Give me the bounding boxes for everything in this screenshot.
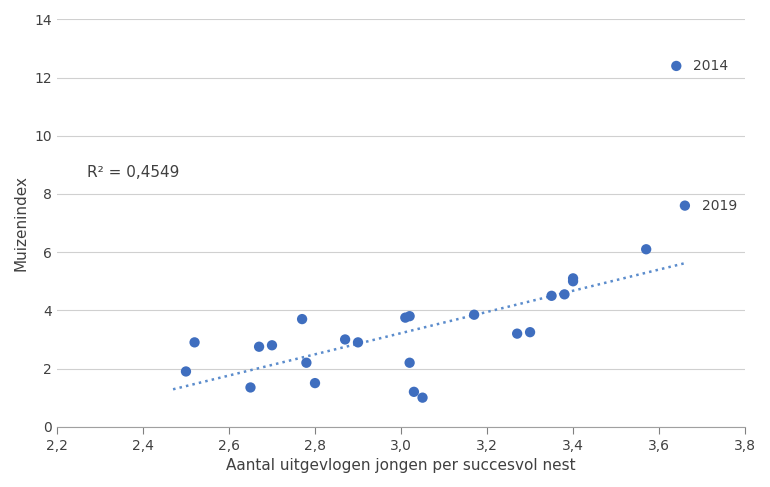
Point [296, 315, 308, 323]
Point [567, 275, 579, 282]
Point [640, 245, 652, 253]
Point [189, 338, 201, 346]
Point [558, 290, 571, 298]
Text: 2014: 2014 [694, 59, 728, 73]
Point [468, 311, 480, 318]
Point [339, 336, 351, 343]
Point [567, 278, 579, 285]
Point [180, 368, 192, 375]
Point [403, 312, 416, 320]
Point [417, 394, 429, 402]
Y-axis label: Muizenindex: Muizenindex [14, 175, 29, 271]
Point [309, 379, 321, 387]
Point [511, 330, 524, 337]
Point [403, 359, 416, 367]
Point [545, 292, 557, 300]
Point [244, 384, 256, 392]
Point [253, 343, 265, 351]
Point [670, 62, 682, 70]
Point [408, 388, 420, 396]
Point [266, 341, 278, 349]
Point [399, 314, 411, 321]
Point [352, 338, 364, 346]
Text: 2019: 2019 [702, 199, 738, 213]
Point [524, 328, 536, 336]
Point [678, 202, 691, 209]
Text: R² = 0,4549: R² = 0,4549 [87, 165, 179, 180]
X-axis label: Aantal uitgevlogen jongen per succesvol nest: Aantal uitgevlogen jongen per succesvol … [226, 458, 576, 473]
Point [300, 359, 313, 367]
